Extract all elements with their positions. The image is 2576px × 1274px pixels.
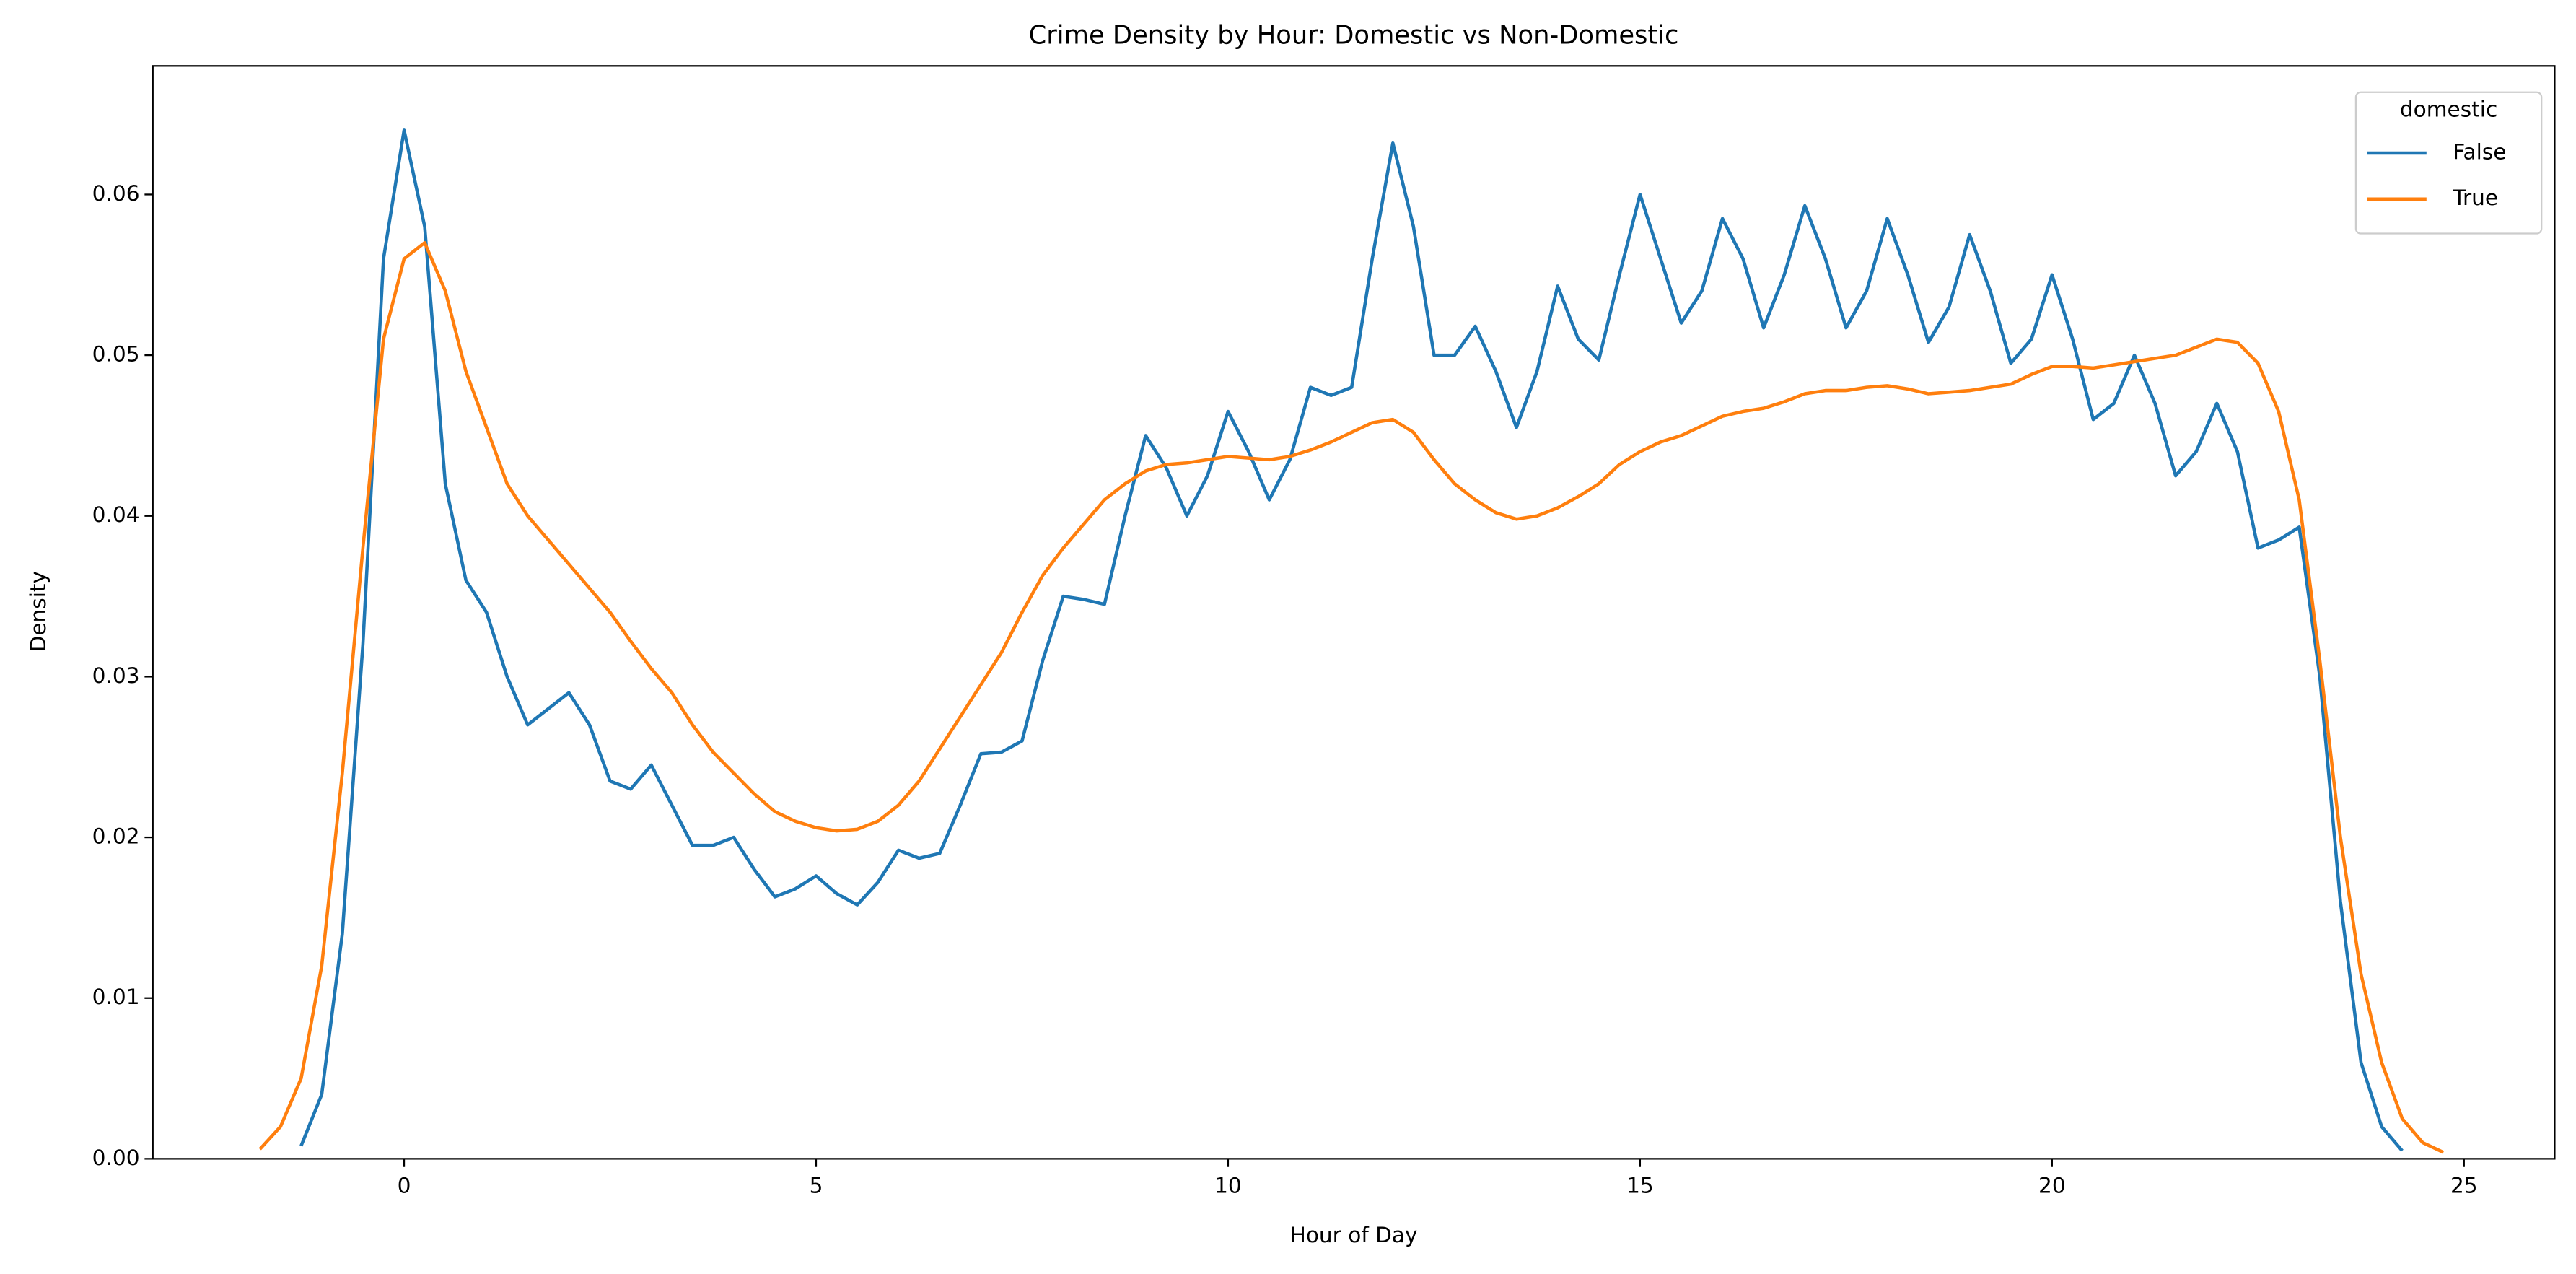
x-tick-label: 20 bbox=[2038, 1174, 2066, 1198]
series-line bbox=[299, 128, 2404, 1152]
series-line bbox=[258, 240, 2445, 1154]
y-tick-label: 0.00 bbox=[92, 1146, 140, 1170]
x-axis-label: Hour of Day bbox=[1290, 1223, 1418, 1247]
x-tick-label: 0 bbox=[398, 1174, 411, 1198]
x-tick-label: 15 bbox=[1626, 1174, 1654, 1198]
legend-label: True bbox=[2452, 186, 2498, 210]
legend-label: False bbox=[2453, 139, 2506, 164]
x-tick-label: 5 bbox=[810, 1174, 823, 1198]
x-tick-label: 10 bbox=[1214, 1174, 1242, 1198]
y-tick-label: 0.05 bbox=[92, 342, 140, 367]
y-tick-label: 0.03 bbox=[92, 663, 140, 688]
x-tick-label: 25 bbox=[2450, 1174, 2478, 1198]
chart-title: Crime Density by Hour: Domestic vs Non-D… bbox=[1029, 20, 1679, 50]
plot-frame bbox=[152, 65, 2556, 1160]
y-tick-label: 0.04 bbox=[92, 502, 140, 527]
y-axis-label: Density bbox=[26, 571, 51, 652]
y-tick-label: 0.06 bbox=[92, 181, 140, 206]
y-tick-label: 0.02 bbox=[92, 824, 140, 849]
legend-title: domestic bbox=[2400, 97, 2497, 121]
y-tick-label: 0.01 bbox=[92, 985, 140, 1009]
